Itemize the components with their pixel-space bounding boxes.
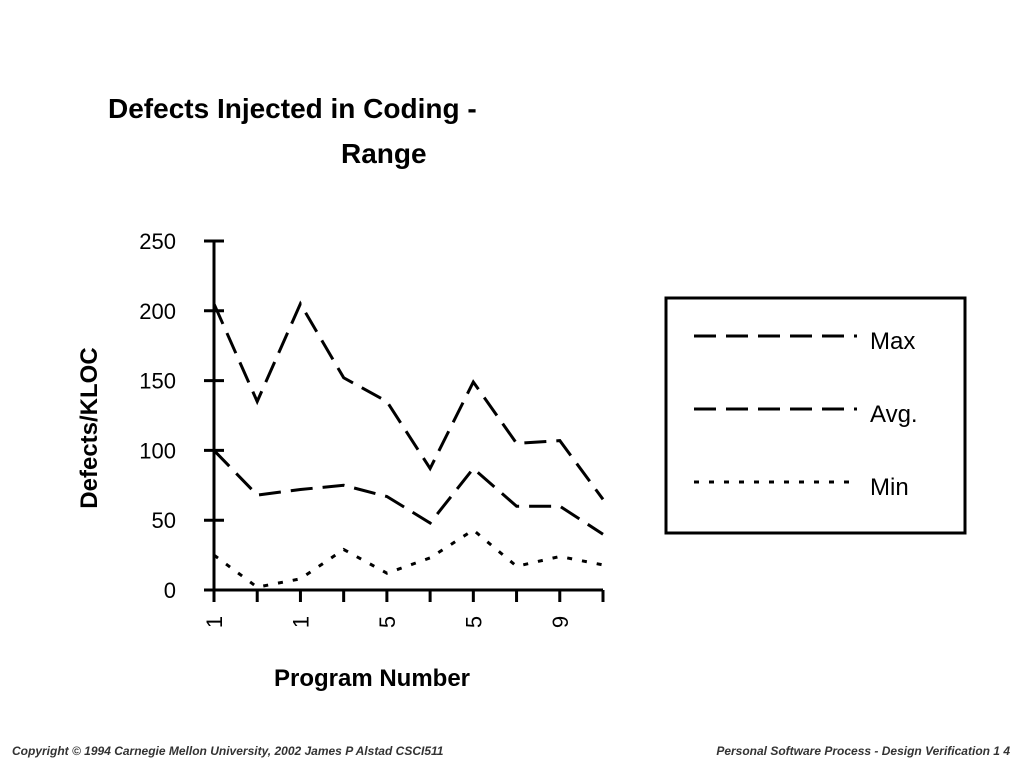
legend-label-max: Max bbox=[870, 328, 915, 355]
y-tick-label: 0 bbox=[164, 578, 176, 603]
x-axis-label: Program Number bbox=[274, 665, 470, 692]
axes: 0 50 100 150 200 250 1 1 5 5 9 bbox=[139, 229, 605, 628]
x-tick-label: 5 bbox=[375, 616, 400, 628]
footer-copyright: Copyright © 1994 Carnegie Mellon Univers… bbox=[12, 744, 444, 758]
x-tick-label: 9 bbox=[548, 616, 573, 628]
footer-course-title: Personal Software Process - Design Verif… bbox=[716, 744, 1010, 758]
y-tick-label: 150 bbox=[139, 369, 176, 394]
legend-label-avg: Avg. bbox=[870, 401, 918, 428]
y-tick-label: 100 bbox=[139, 438, 176, 463]
min-series-line bbox=[213, 528, 604, 589]
max-series-line bbox=[212, 300, 605, 501]
y-axis-label: Defects/KLOC bbox=[76, 347, 103, 508]
legend-box bbox=[664, 296, 967, 535]
series-group bbox=[212, 300, 605, 589]
legend-label-min: Min bbox=[870, 474, 909, 501]
chart-title-line2: Range bbox=[341, 138, 427, 169]
y-tick-label: 250 bbox=[139, 229, 176, 254]
avg-series-line bbox=[212, 449, 604, 536]
y-tick-label: 200 bbox=[139, 299, 176, 324]
axis-labels: Program Number Defects/KLOC bbox=[76, 347, 470, 692]
x-tick-label: 1 bbox=[202, 616, 227, 628]
chart-title-line1: Defects Injected in Coding - bbox=[108, 93, 477, 124]
x-tick-label: 5 bbox=[461, 616, 486, 628]
legend: Max Avg. Min bbox=[664, 296, 967, 535]
x-tick-label: 1 bbox=[288, 616, 313, 628]
y-tick-label: 50 bbox=[152, 508, 176, 533]
